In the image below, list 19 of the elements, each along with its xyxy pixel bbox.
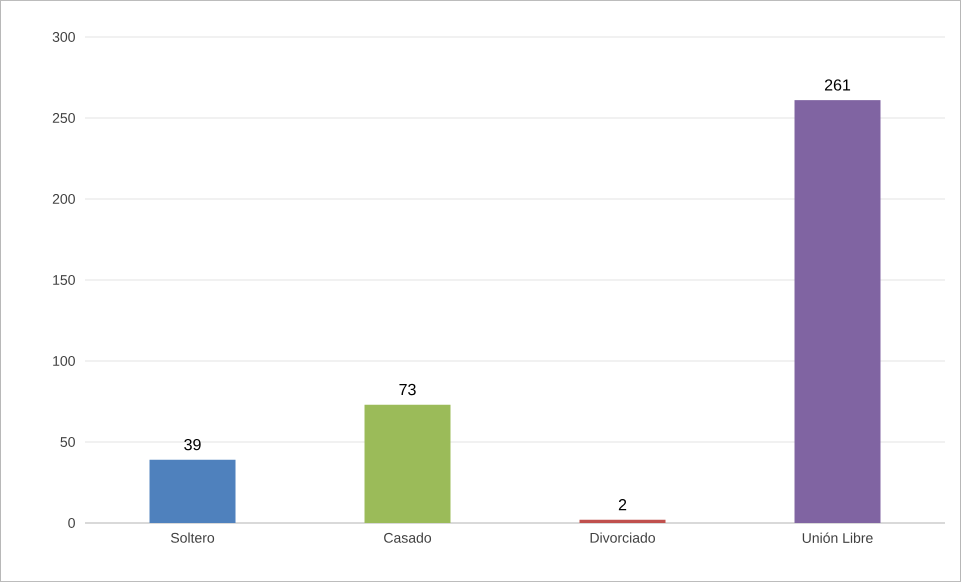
x-tick-label: Casado bbox=[384, 532, 432, 543]
y-tick-label: 50 bbox=[60, 437, 75, 447]
data-label: 261 bbox=[824, 79, 850, 91]
bar bbox=[794, 100, 881, 523]
y-tick-label: 250 bbox=[52, 113, 75, 123]
data-label: 39 bbox=[184, 438, 201, 450]
y-tick-label: 300 bbox=[52, 32, 75, 42]
y-tick-label: 0 bbox=[68, 518, 75, 528]
bar bbox=[150, 460, 236, 523]
y-tick-label: 150 bbox=[53, 275, 75, 285]
x-tick-label: Soltero bbox=[170, 532, 214, 543]
y-tick-label: 200 bbox=[52, 194, 75, 204]
data-label: 2 bbox=[618, 499, 626, 510]
x-tick-label: Unión Libre bbox=[802, 532, 873, 543]
data-label: 73 bbox=[399, 384, 416, 396]
x-tick-label: Divorciado bbox=[590, 532, 655, 543]
bar bbox=[364, 404, 451, 523]
bar bbox=[580, 520, 666, 523]
y-tick-label: 100 bbox=[53, 356, 75, 366]
